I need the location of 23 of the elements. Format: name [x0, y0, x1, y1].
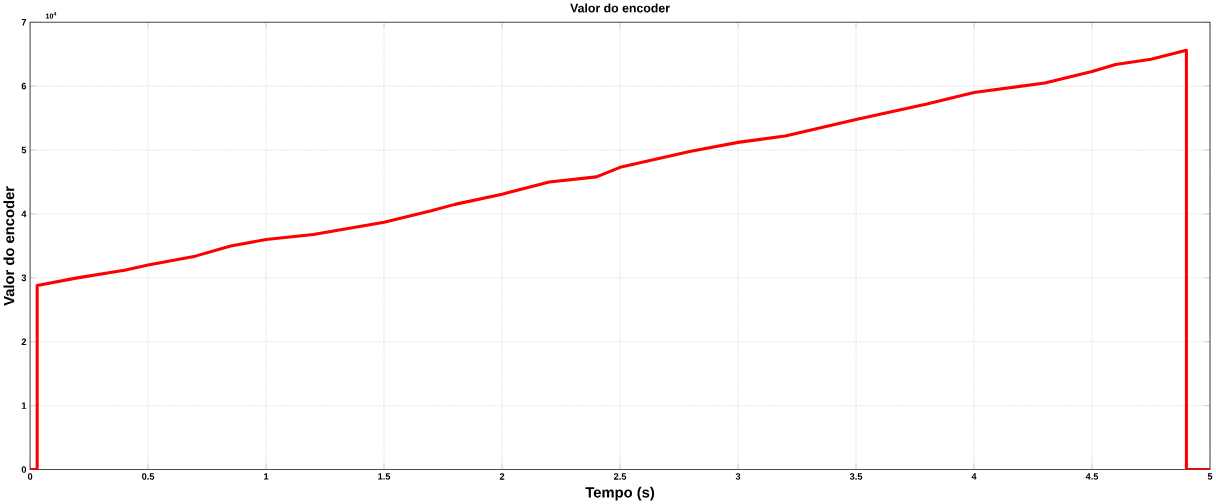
y-tick-label: 6 [21, 82, 27, 90]
y-tick-label: 2 [21, 338, 27, 345]
y-tick-label: 3 [21, 274, 27, 282]
x-tick-label: 2.5 [613, 473, 627, 480]
x-tick-label: 0 [27, 473, 33, 480]
x-tick-label: 3.5 [849, 473, 863, 480]
x-tick-label: 1 [264, 473, 269, 480]
x-tick-label: 0.5 [142, 473, 155, 480]
y-tick-label: 0 [21, 466, 27, 473]
y-tick-label: 5 [21, 146, 27, 154]
x-axis-title: Tempo (s) [585, 486, 655, 501]
line-series [30, 48, 1211, 470]
x-tick-label: 3 [735, 473, 741, 480]
x-tick-label: 4 [971, 473, 977, 480]
chart-title: Valor do encoder [570, 3, 670, 13]
y-tick-label: 4 [21, 210, 27, 218]
x-tick-label: 5 [1207, 473, 1213, 480]
y-tick-label: 7 [21, 19, 27, 26]
y-tick-label: 1 [21, 402, 27, 409]
y-axis-title: Valor do encoder [3, 186, 15, 306]
x-tick-label: 4.5 [1085, 473, 1099, 480]
x-tick-label: 1.5 [378, 473, 391, 480]
x-tick-label: 2 [499, 473, 505, 480]
